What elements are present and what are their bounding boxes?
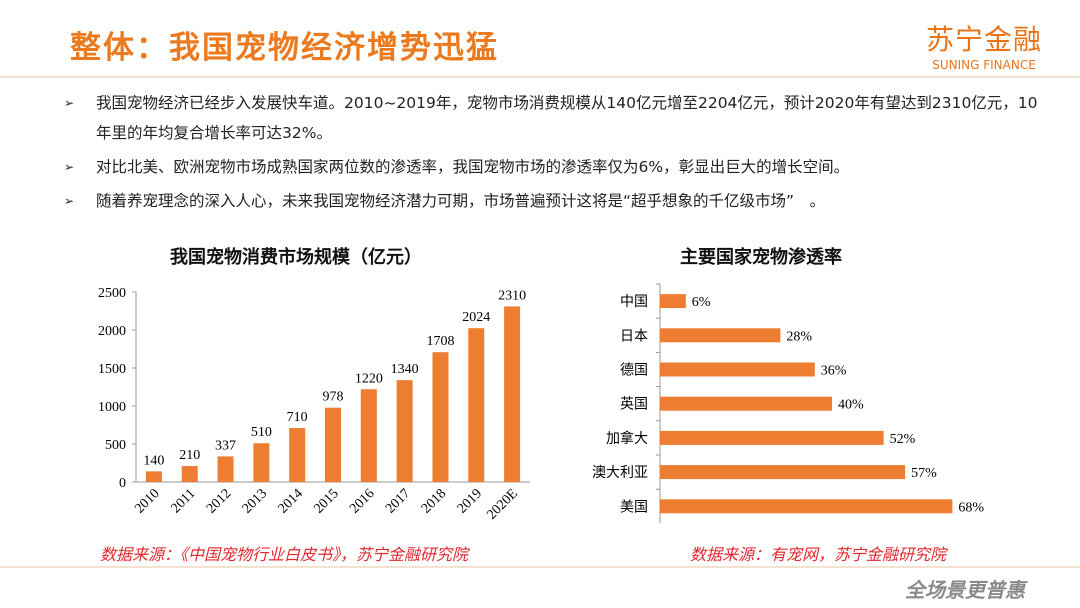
x-tick-label: 2010 — [132, 486, 162, 516]
market-size-bar-chart: 0 500 1000 1500 2000 2500 140 2010 210 2011 337 201… — [98, 286, 530, 523]
x-tick-label: 2018 — [419, 486, 449, 516]
category-label: 中国 — [620, 294, 648, 310]
bar — [289, 428, 306, 482]
category-label: 日本 — [620, 328, 648, 344]
bar — [253, 443, 270, 482]
y-tick-label: 2500 — [98, 286, 126, 301]
x-tick-label: 2014 — [276, 486, 306, 516]
left-chart-source: 数据来源：《中国宠物行业白皮书》，苏宁金融研究院 — [100, 545, 469, 564]
bar — [217, 456, 234, 482]
x-tick-label: 2013 — [240, 486, 270, 516]
x-tick-label: 2012 — [204, 486, 234, 516]
bar — [660, 430, 884, 445]
bar — [145, 471, 162, 482]
y-tick-label: 500 — [105, 438, 126, 453]
data-label: 140 — [143, 453, 164, 468]
x-tick-label: 2017 — [383, 486, 413, 516]
data-label: 57% — [911, 466, 937, 481]
bar — [660, 362, 815, 377]
data-label: 210 — [179, 448, 200, 463]
data-label: 36% — [821, 364, 847, 379]
suning-finance-logo: 苏宁金融 SUNING FINANCE — [925, 23, 1042, 72]
x-tick-label: 2020E — [484, 486, 520, 522]
arrow-bullet-icon: ➢ — [64, 194, 75, 208]
data-label: 52% — [890, 432, 916, 447]
bar — [396, 380, 413, 482]
bullet-item: ➢ 对比北美、欧洲宠物市场成熟国家两位数的渗透率，我国宠物市场的渗透率仅为6%，彰… — [62, 152, 1042, 182]
data-label: 2310 — [498, 288, 526, 303]
bar — [432, 352, 449, 482]
divider — [0, 566, 1080, 568]
penetration-bar-chart: 中国 6% 日本 28% 德国 36% 英国 40% 加拿大 52% 澳大利亚 57% 美国 68% — [592, 283, 984, 524]
category-label: 德国 — [620, 363, 648, 379]
data-label: 978 — [323, 390, 344, 405]
bar — [660, 328, 781, 343]
bar — [660, 294, 686, 309]
data-label: 337 — [215, 438, 236, 453]
data-label: 1220 — [355, 371, 383, 386]
right-chart-title: 主要国家宠物渗透率 — [680, 247, 842, 268]
y-tick-label: 1000 — [98, 400, 126, 415]
y-tick-label: 2000 — [98, 324, 126, 339]
category-label: 澳大利亚 — [592, 465, 648, 481]
x-tick-label: 2016 — [347, 486, 377, 516]
x-tick-label: 2015 — [311, 486, 341, 516]
bar — [660, 396, 832, 411]
right-chart-source: 数据来源：有宠网，苏宁金融研究院 — [690, 545, 947, 564]
slogan-logo: 全场景更普惠 — [905, 578, 1025, 602]
bullet-item: ➢ 我国宠物经济已经步入发展快车道。2010~2019年，宠物市场消费规模从140… — [62, 88, 1042, 148]
arrow-bullet-icon: ➢ — [64, 160, 75, 174]
data-label: 1340 — [391, 362, 419, 377]
bar — [468, 328, 485, 482]
x-tick-label: 2011 — [169, 486, 199, 516]
data-label: 68% — [958, 500, 984, 515]
bullet-list: ➢ 我国宠物经济已经步入发展快车道。2010~2019年，宠物市场消费规模从140… — [62, 88, 1042, 220]
bar — [181, 466, 198, 482]
category-label: 英国 — [620, 396, 648, 413]
data-label: 6% — [692, 295, 711, 310]
bar — [660, 465, 906, 480]
bullet-item: ➢ 随着养宠理念的深入人心，未来我国宠物经济潜力可期，市场普遍预计这将是“超乎想象… — [62, 186, 1042, 216]
data-label: 2024 — [462, 310, 490, 325]
bar — [360, 389, 377, 482]
x-tick-label: 2019 — [455, 486, 485, 516]
divider — [0, 76, 1080, 78]
category-label: 加拿大 — [606, 430, 648, 447]
page-title: 整体：我国宠物经济增势迅猛 — [70, 30, 499, 66]
category-label: 美国 — [620, 499, 648, 515]
data-label: 28% — [786, 329, 812, 344]
y-tick-label: 1500 — [98, 362, 126, 377]
left-chart-title: 我国宠物消费市场规模（亿元） — [170, 247, 422, 268]
bar — [504, 306, 521, 482]
data-label: 710 — [287, 410, 308, 425]
arrow-bullet-icon: ➢ — [64, 96, 75, 110]
data-label: 1708 — [426, 334, 454, 349]
bar — [660, 499, 953, 514]
data-label: 40% — [838, 398, 864, 413]
y-tick-label: 0 — [119, 476, 126, 491]
data-label: 510 — [251, 425, 272, 440]
bar — [325, 407, 341, 482]
